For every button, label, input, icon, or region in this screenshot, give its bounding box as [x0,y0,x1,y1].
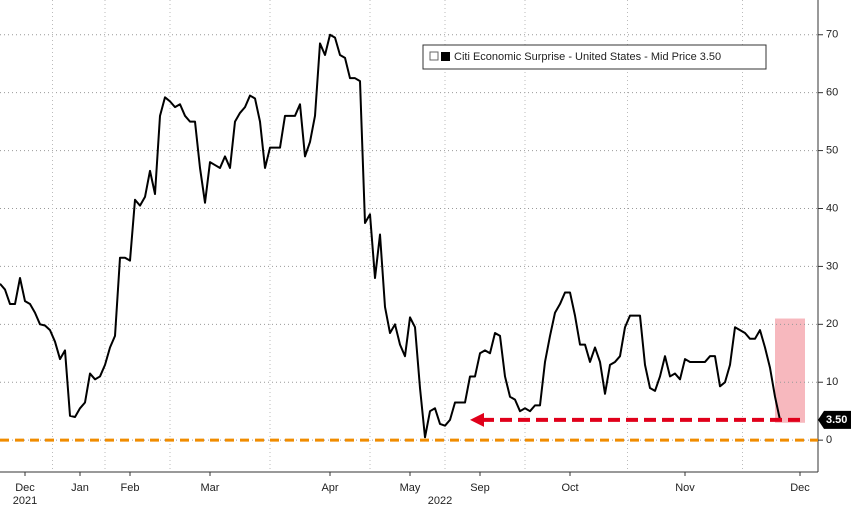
x-tick-label: Dec [15,482,35,494]
arrow-head [470,412,484,427]
y-tick-label: 50 [826,144,838,156]
highlight-box [775,318,805,423]
last-label-box [818,410,851,429]
last-label: 3.50 [826,414,847,426]
line-series [0,33,781,439]
legend-box [422,44,767,70]
legend: Citi Economic Surprise - United States -… [422,44,767,70]
year-label: 2022 [428,495,452,507]
legend-swatch [441,52,450,61]
x-tick-label: Jan [71,482,89,494]
y-tick-label: 40 [826,202,838,214]
x-tick-label: Nov [675,482,695,494]
x-tick-label: May [400,482,421,494]
y-tick-label: 60 [826,87,838,99]
x-tick-label: Apr [321,482,338,494]
x-tick-label: Dec [790,482,810,494]
x-tick-label: Oct [561,482,578,494]
x-tick-label: Mar [201,482,220,494]
x-tick-label: Feb [121,482,140,494]
y-tick-label: 30 [826,260,838,272]
legend-text: Citi Economic Surprise - United States -… [454,51,721,63]
y-tick-label: 70 [826,29,838,41]
year-label: 2021 [13,495,37,507]
legend-icon-outline [429,51,439,61]
y-tick-label: 20 [826,318,838,330]
y-tick-label: 0 [826,434,832,446]
x-tick-label: Sep [470,482,490,494]
y-tick-label: 10 [826,376,838,388]
